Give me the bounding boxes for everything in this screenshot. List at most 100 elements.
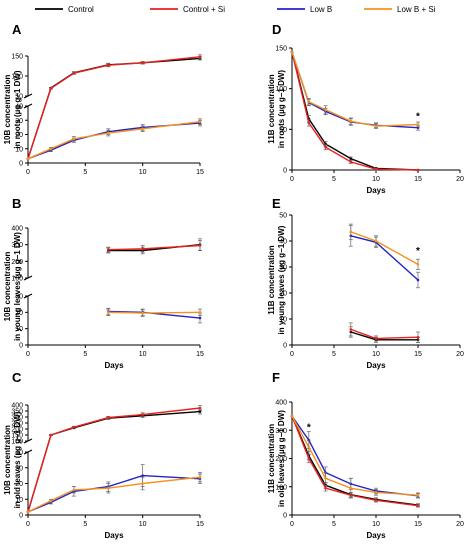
series-control-si (290, 414, 420, 508)
data-point-low-b-si (349, 486, 353, 490)
data-point-control-si (72, 71, 76, 75)
series-control-si (26, 54, 202, 161)
series-low-b-si (348, 223, 420, 270)
data-point-low-b-si (141, 127, 144, 131)
data-point-low-b-si (374, 491, 378, 494)
data-point-control-si (416, 504, 420, 507)
y-tick-label: 100 (11, 74, 23, 81)
y-axis-title-line: 10B concentration (3, 425, 12, 495)
data-point-low-b-si (416, 493, 420, 497)
data-point-control-si (141, 413, 144, 416)
data-point-low-b-si (374, 124, 378, 128)
data-point-low-b-si (106, 311, 110, 314)
panel-letter-f: F (272, 370, 280, 385)
panel-a: A 50 100 150 0 10 20 30 40 0 5 10 15 10B concentratio… (3, 22, 204, 176)
x-tick-label: 10 (372, 176, 380, 183)
panel-f: F 0 100 200 300 400 0 5 10 15 20 Days 11B concentrat… (267, 370, 464, 540)
series-line-low-b-si (291, 51, 419, 127)
y-tick-label: 0 (283, 168, 287, 175)
data-point-control-si (374, 499, 378, 502)
y-tick-label: 0 (19, 161, 23, 168)
x-tick-label: 5 (332, 176, 336, 183)
y-tick-label: 200 (11, 259, 23, 266)
data-point-control-si (416, 168, 420, 172)
panel-letter-d: D (272, 22, 281, 37)
data-point-low-b-si (349, 230, 353, 234)
data-point-low-b-si (141, 311, 144, 315)
data-point-low-b-si (198, 120, 202, 123)
y-axis-title-line: in old leaves (µg g−1 DW) (277, 410, 286, 507)
y-tick-label: 150 (11, 54, 23, 61)
y-tick-label: 0 (19, 343, 23, 350)
series-low-b-si (26, 118, 202, 161)
y-tick-label: 10 (15, 146, 23, 153)
x-tick-label: 15 (414, 176, 422, 183)
data-point-control-si (198, 244, 202, 247)
y-tick-label: 40 (15, 450, 23, 457)
data-point-low-b-si (324, 476, 327, 480)
data-point-control-si (349, 160, 353, 164)
x-tick-label: 0 (26, 351, 30, 358)
y-tick-label: 250 (11, 421, 23, 428)
y-tick-label: 20 (279, 291, 287, 298)
series-control-si (106, 240, 202, 253)
data-point-control-si (72, 425, 76, 429)
y-axis-title-line: 10B concentration (3, 74, 12, 144)
data-point-low-b-si (349, 119, 353, 123)
series-line-low-b (27, 474, 201, 513)
data-point-control-si (106, 248, 110, 251)
data-point-low-b-si (290, 414, 294, 418)
data-point-control-si (307, 457, 311, 460)
x-tick-label: 10 (139, 351, 147, 358)
y-tick-label: 0 (283, 343, 287, 350)
y-tick-label: 30 (15, 465, 23, 472)
y-tick-label: 0 (19, 513, 23, 520)
series-control (290, 50, 420, 172)
y-axis-title-line: 11B concentration (267, 424, 276, 493)
y-tick-label: 50 (279, 213, 287, 220)
y-tick-label: 30 (15, 118, 23, 125)
x-tick-label: 0 (290, 351, 294, 358)
series-line-low-b (291, 51, 419, 129)
data-point-control-si (49, 87, 53, 90)
data-point-control-si (141, 61, 144, 65)
data-point-control-si (141, 247, 144, 251)
y-tick-label: 40 (279, 239, 287, 246)
significance-mark: * (416, 112, 420, 123)
y-axis-title-line: in young leaves (µg g−1 DW) (13, 232, 22, 341)
y-tick-label: 200 (275, 456, 287, 463)
legend-label-control: Control (68, 5, 94, 14)
series-line-control (27, 57, 201, 159)
legend-label-low-b: Low B (310, 5, 332, 14)
y-tick-label: 100 (275, 484, 287, 491)
x-axis-title: Days (366, 186, 386, 195)
significance-mark: * (307, 422, 311, 433)
y-tick-label: 20 (15, 310, 23, 317)
y-tick-label: 300 (11, 242, 23, 249)
y-axis-title-line: in roots (µg g−1 DW) (13, 70, 22, 148)
axis-break (23, 275, 33, 281)
y-tick-label: 30 (279, 265, 287, 272)
y-tick-label: 150 (275, 46, 287, 53)
data-point-control-si (349, 328, 353, 331)
y-tick-label: 100 (11, 439, 23, 446)
x-tick-label: 5 (83, 169, 87, 176)
y-tick-label: 20 (15, 481, 23, 488)
y-tick-label: 10 (15, 326, 23, 333)
series-control (26, 56, 202, 161)
panel-letter-b: B (12, 196, 21, 211)
legend: Control Control + Si Low B Low B + Si (35, 5, 436, 14)
y-axis-title-line: in old leaves (µg g−1 DW) (13, 411, 22, 508)
axis-break (23, 438, 33, 444)
y-axis-title-line: in roots (µg g−1 DW) (277, 70, 286, 148)
series-line-control-si (27, 407, 201, 513)
series-line-control (291, 51, 419, 171)
x-tick-label: 0 (26, 169, 30, 176)
series-line-low-b-si (350, 231, 419, 266)
series-low-b (26, 464, 202, 514)
y-tick-label: 50 (15, 94, 23, 101)
panel-letter-c: C (12, 370, 22, 385)
x-tick-label: 5 (332, 351, 336, 358)
